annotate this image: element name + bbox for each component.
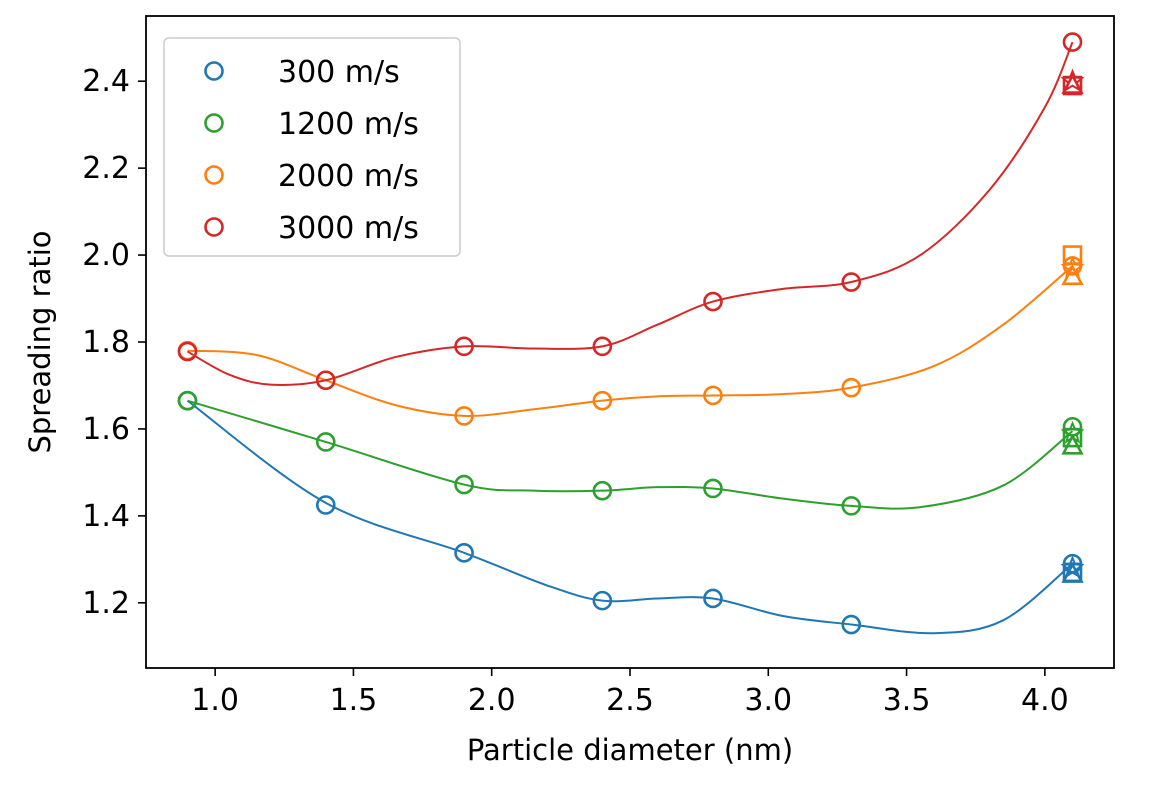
x-tick-label: 1.0 xyxy=(191,683,239,718)
data-point-1200-m-s xyxy=(177,390,198,411)
legend-marker xyxy=(204,165,224,185)
data-point-2000-m-s xyxy=(841,377,862,398)
curve-1200-m-s xyxy=(187,399,1074,510)
y-tick-label: 1.8 xyxy=(82,325,130,360)
data-point-1200-m-s xyxy=(315,432,336,452)
y-tick-label: 1.2 xyxy=(82,586,130,621)
data-point-3000-m-s xyxy=(177,341,198,362)
data-point-2000-m-s xyxy=(703,385,723,406)
y-axis-ticks: 1.2 1.4 1.6 1.8 2.0 2.2 2.4 xyxy=(82,64,146,621)
y-axis-label: Spreading ratio xyxy=(23,230,57,453)
data-point-1200-m-s xyxy=(1062,416,1083,437)
legend-label: 300 m/s xyxy=(278,55,400,90)
data-point-300-m-s xyxy=(1062,553,1083,574)
data-point-300-m-s xyxy=(703,588,723,609)
y-tick-label: 1.4 xyxy=(82,499,130,534)
curve-2000-m-s xyxy=(187,265,1074,417)
square-marker-1200-m-s xyxy=(1062,427,1083,448)
curve-300-m-s xyxy=(186,399,1074,635)
data-point-3000-m-s xyxy=(1062,32,1083,52)
x-tick-label: 2.5 xyxy=(606,683,654,718)
legend-label: 1200 m/s xyxy=(278,107,419,142)
square-marker-2000-m-s xyxy=(1062,245,1083,265)
x-axis-label: Particle diameter (nm) xyxy=(467,733,793,767)
data-point-1200-m-s xyxy=(841,496,862,516)
data-point-2000-m-s xyxy=(592,390,613,411)
data-point-1200-m-s xyxy=(454,474,474,495)
y-tick-label: 2.0 xyxy=(82,238,130,273)
x-tick-label: 2.0 xyxy=(468,683,516,718)
data-point-3000-m-s xyxy=(841,272,862,292)
triangle-marker-1200-m-s xyxy=(1061,433,1084,455)
legend-label: 2000 m/s xyxy=(278,159,419,194)
legend-marker xyxy=(204,217,224,237)
legend-marker xyxy=(204,113,224,133)
data-point-300-m-s xyxy=(841,614,862,635)
legend-box xyxy=(163,37,461,257)
data-point-3000-m-s xyxy=(454,336,474,357)
data-point-300-m-s xyxy=(454,543,474,563)
series-markers xyxy=(177,32,1085,635)
x-tick-label: 4.0 xyxy=(1021,683,1069,718)
data-point-3000-m-s xyxy=(592,336,613,357)
y-tick-label: 2.4 xyxy=(82,64,130,99)
star-marker-3000-m-s xyxy=(1060,68,1085,92)
x-tick-label: 1.5 xyxy=(330,683,378,718)
data-point-3000-m-s xyxy=(703,291,723,312)
data-point-300-m-s xyxy=(592,590,613,611)
legend-marker xyxy=(204,61,224,81)
x-tick-label: 3.5 xyxy=(883,683,931,718)
y-tick-label: 1.6 xyxy=(82,412,130,447)
x-axis-ticks: 1.0 1.5 2.0 2.5 3.0 3.5 4.0 xyxy=(191,668,1069,718)
data-point-3000-m-s xyxy=(315,370,336,391)
data-point-2000-m-s xyxy=(1062,256,1083,276)
y-tick-label: 2.2 xyxy=(82,151,130,186)
legend: 300 m/s 1200 m/s 2000 m/s 3000 m/s xyxy=(163,37,461,257)
legend-label: 3000 m/s xyxy=(278,211,419,246)
series-curves xyxy=(186,41,1074,635)
data-point-1200-m-s xyxy=(592,480,613,501)
data-point-1200-m-s xyxy=(703,478,723,499)
data-point-300-m-s xyxy=(315,495,336,515)
x-tick-label: 3.0 xyxy=(744,683,792,718)
data-point-2000-m-s xyxy=(454,406,474,426)
curve-3000-m-s xyxy=(187,41,1074,386)
